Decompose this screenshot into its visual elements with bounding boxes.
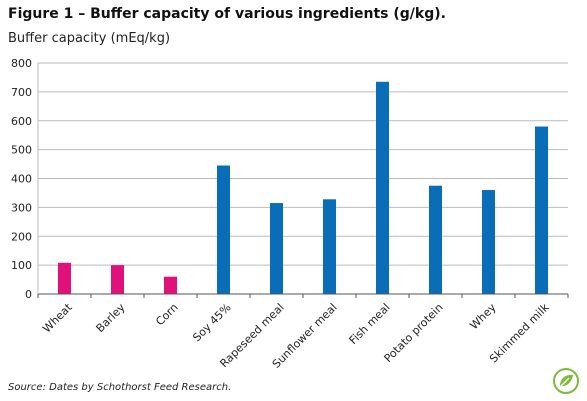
x-tick-label: Wheat xyxy=(40,300,75,335)
y-tick-label: 500 xyxy=(11,144,32,157)
y-tick-label: 0 xyxy=(25,288,32,301)
source-note: Source: Dates by Schothorst Feed Researc… xyxy=(8,382,232,393)
y-tick-label: 600 xyxy=(11,115,32,128)
bar xyxy=(217,165,230,294)
x-tick-label: Whey xyxy=(467,301,499,333)
bar xyxy=(58,262,71,294)
y-axis-label: Buffer capacity (mEq/kg) xyxy=(8,31,171,46)
y-tick-label: 700 xyxy=(11,86,32,99)
x-tick-label: Corn xyxy=(153,301,180,328)
gridlines xyxy=(38,62,568,266)
bar xyxy=(535,126,548,295)
bar xyxy=(164,276,177,294)
y-tick-label: 300 xyxy=(11,201,32,214)
y-tick-label: 800 xyxy=(11,57,32,70)
bar xyxy=(111,265,124,294)
x-tick-labels: Wheat Barley Corn Soy 45%Rapeseed mealSunfl… xyxy=(40,300,552,370)
bar xyxy=(270,203,283,294)
bars xyxy=(58,81,548,295)
bar xyxy=(376,81,389,294)
y-tick-label: 400 xyxy=(11,173,32,186)
bar xyxy=(323,199,336,294)
bar xyxy=(429,185,442,294)
x-axis xyxy=(37,63,569,298)
y-tick-labels: 0 100 200 300 400 500 600 700 800 xyxy=(11,57,32,301)
chart-title: Figure 1 – Buffer capacity of various in… xyxy=(8,6,446,22)
x-tick-label: Barley xyxy=(94,301,128,335)
y-tick-label: 100 xyxy=(11,259,32,272)
x-tick-label: Soy 45% xyxy=(190,301,233,344)
bar xyxy=(482,190,495,294)
leaf-badge-icon xyxy=(553,368,579,394)
y-tick-label: 200 xyxy=(11,230,32,243)
x-tick-label: Fish meal xyxy=(347,301,393,347)
